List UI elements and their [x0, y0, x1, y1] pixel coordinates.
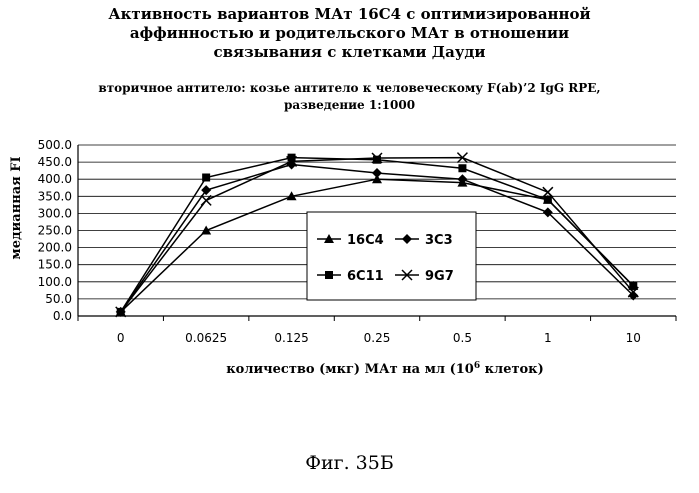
- legend: 16C4 3C3 6C11 9G7: [307, 212, 476, 300]
- x-tick-label: 1: [544, 331, 552, 345]
- data-point-square: [458, 164, 466, 172]
- y-tick-label: 250.0: [38, 224, 72, 238]
- x-tick-label: 0.25: [364, 331, 391, 345]
- figure-caption: Фиг. 35Б: [0, 452, 699, 474]
- legend-label: 6C11: [347, 269, 384, 284]
- x-axis-label-end: клеток): [480, 362, 544, 377]
- x-tick-label: 10: [626, 331, 641, 345]
- y-tick-label: 300.0: [38, 206, 72, 220]
- data-point-x: [201, 195, 211, 205]
- y-axis-label: медианная FI: [9, 156, 24, 259]
- y-tick-label: 500.0: [38, 138, 72, 152]
- x-tick-label: 0.125: [274, 331, 308, 345]
- x-tick-label: 0.5: [453, 331, 472, 345]
- y-tick-label: 200.0: [38, 241, 72, 255]
- x-axis-label-main: количество (мкг) МАт на мл (10: [226, 362, 474, 377]
- y-tick-label: 0.0: [53, 309, 72, 323]
- data-point-triangle: [201, 226, 211, 235]
- data-point-square: [325, 271, 333, 279]
- y-tick-label: 150.0: [38, 258, 72, 272]
- x-tick-labels: 0 0.0625 0.125 0.25 0.5 1 10: [117, 331, 641, 345]
- data-point-diamond: [201, 185, 211, 195]
- x-axis-label: количество (мкг) МАт на мл (106 клеток): [226, 361, 543, 377]
- y-tick-label: 100.0: [38, 275, 72, 289]
- data-point-square: [202, 173, 210, 181]
- y-tick-labels: 0.0 50.0 100.0 150.0 200.0 250.0 300.0 350.0 400…: [38, 138, 72, 323]
- legend-box: [307, 212, 476, 300]
- legend-label: 9G7: [425, 269, 454, 284]
- data-point-square: [373, 156, 381, 164]
- x-tick-label: 0: [117, 331, 125, 345]
- y-tick-label: 50.0: [45, 292, 72, 306]
- y-tick-label: 450.0: [38, 155, 72, 169]
- x-tick-label: 0.0625: [185, 331, 227, 345]
- legend-label: 3C3: [425, 233, 453, 248]
- data-point-square: [544, 196, 552, 204]
- legend-label: 16C4: [347, 233, 384, 248]
- y-tick-label: 400.0: [38, 172, 72, 186]
- y-tick-label: 350.0: [38, 189, 72, 203]
- data-point-diamond: [372, 168, 382, 178]
